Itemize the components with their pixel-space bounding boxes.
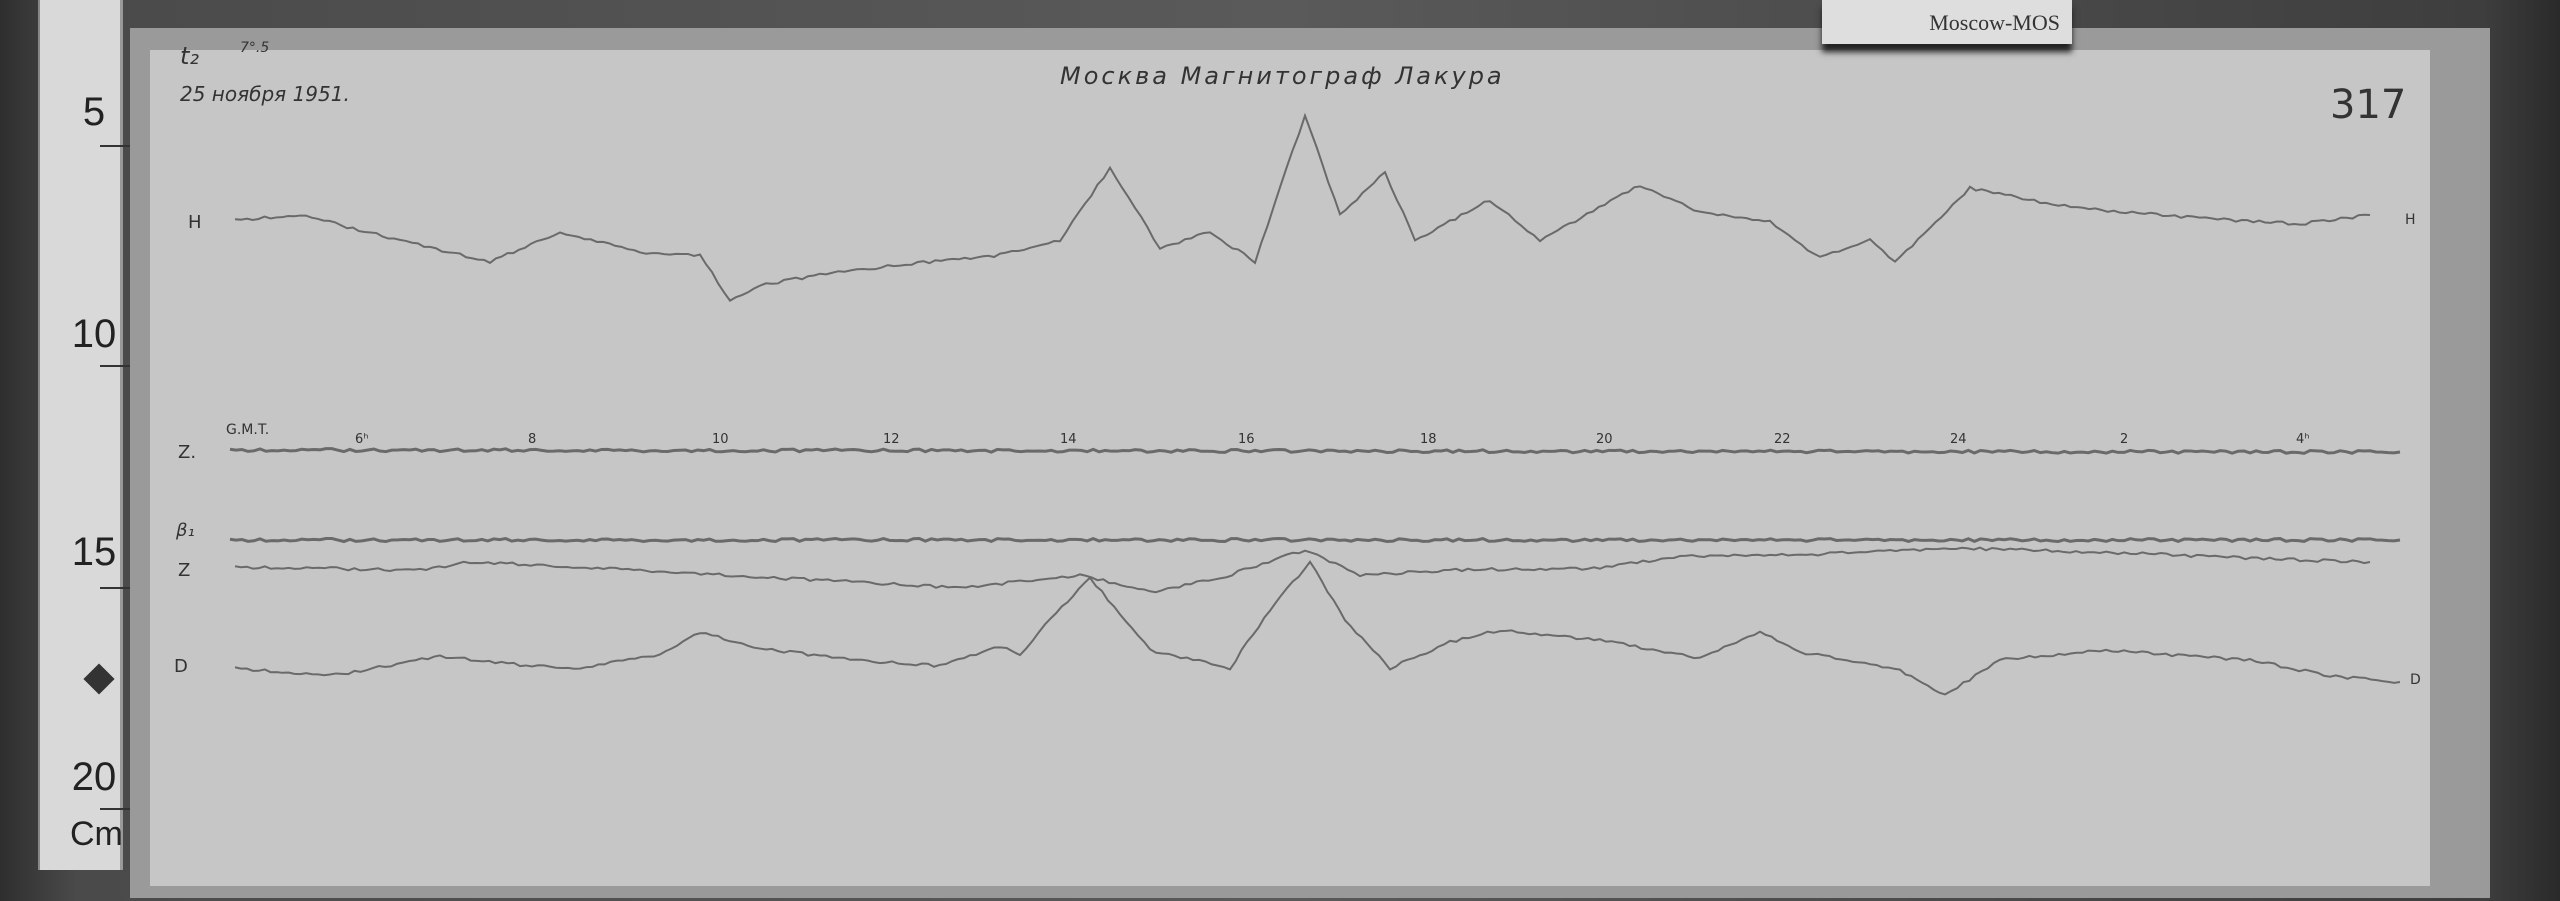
time-tick-label: 10 xyxy=(712,432,729,447)
magnetogram-sheet xyxy=(150,50,2430,886)
h-trace xyxy=(234,112,2371,302)
temperature-value: 7°.5 xyxy=(240,40,270,56)
ruler-mark: 15 xyxy=(71,530,117,574)
time-tick-label: 22 xyxy=(1774,432,1791,447)
time-tick-label: 16 xyxy=(1238,432,1255,447)
sheet-number: 317 xyxy=(2330,82,2407,128)
station-label-text: Moscow-MOS xyxy=(1929,10,2060,35)
channel-label-d-right: D xyxy=(2410,672,2421,688)
time-tick-label: 8 xyxy=(528,432,537,447)
ruler-mark: 5 xyxy=(82,90,106,134)
channel-label-baseline: β₁ xyxy=(176,520,195,541)
ruler-mark: 20 xyxy=(71,755,117,799)
ruler-unit: Cm xyxy=(70,815,123,853)
station-label: Moscow-MOS xyxy=(1822,0,2072,44)
time-tick-label: 14 xyxy=(1060,432,1077,447)
time-tick-label: 24 xyxy=(1950,432,1967,447)
time-axis-label: G.M.T. xyxy=(226,422,270,438)
time-tick-label: 18 xyxy=(1420,432,1437,447)
d-trace xyxy=(234,560,2401,696)
temperature-label: t₂ xyxy=(180,42,200,70)
channel-label-h: H xyxy=(188,212,202,233)
baseline-trace xyxy=(229,536,2401,544)
time-tick-label: 6ʰ xyxy=(355,432,369,447)
channel-label-d: D xyxy=(174,656,188,677)
time-tick-label: 12 xyxy=(883,432,900,447)
record-date: 25 ноября 1951. xyxy=(180,82,350,106)
time-tick-label: 20 xyxy=(1596,432,1613,447)
time-tick-label: 2 xyxy=(2120,432,2129,447)
z-baseline-trace xyxy=(229,447,2401,455)
z-trace xyxy=(234,546,2371,594)
time-tick-label: 4ʰ xyxy=(2296,432,2310,447)
record-title: Москва Магнитограф Лакура xyxy=(1060,62,1505,90)
channel-label-z: Z. xyxy=(178,442,197,463)
ruler: 5 10 15 20 Cm xyxy=(38,0,158,870)
channel-label-z2: Z xyxy=(178,560,191,581)
channel-label-h-right: H xyxy=(2405,212,2416,228)
ruler-mark: 10 xyxy=(71,312,117,356)
